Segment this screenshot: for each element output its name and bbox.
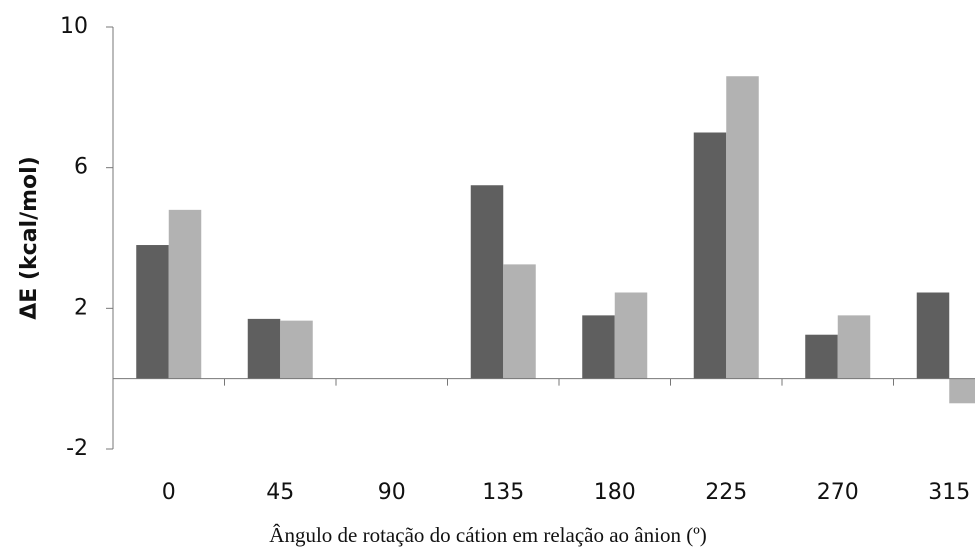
bar: [168, 209, 202, 379]
bar: [693, 132, 727, 379]
x-tick-label: 225: [705, 480, 747, 505]
x-tick-label: 90: [378, 480, 406, 505]
bar: [805, 334, 838, 379]
y-axis-label: ΔE (kcal/mol): [17, 156, 42, 320]
bar: [247, 318, 281, 379]
y-tick-label: 2: [74, 295, 88, 320]
bar: [470, 185, 504, 379]
y-tick-label: 10: [60, 14, 88, 39]
x-tick-label: 270: [817, 480, 859, 505]
y-tick-label: 6: [74, 155, 88, 180]
bar: [949, 378, 975, 404]
bar: [136, 245, 169, 379]
bar: [916, 292, 950, 379]
x-tick-label: 315: [928, 480, 970, 505]
bar: [503, 264, 536, 379]
bar: [582, 315, 615, 379]
bar: [837, 315, 871, 379]
x-tick-label: 0: [162, 480, 176, 505]
bar: [726, 76, 759, 379]
x-axis-label: Ângulo de rotação do cátion em relação a…: [269, 523, 706, 547]
x-tick-label: 180: [594, 480, 636, 505]
y-tick-label: -2: [66, 436, 88, 461]
x-tick-label: 135: [482, 480, 524, 505]
bar: [614, 292, 648, 379]
x-tick-label: 45: [266, 480, 294, 505]
bar: [280, 320, 313, 379]
